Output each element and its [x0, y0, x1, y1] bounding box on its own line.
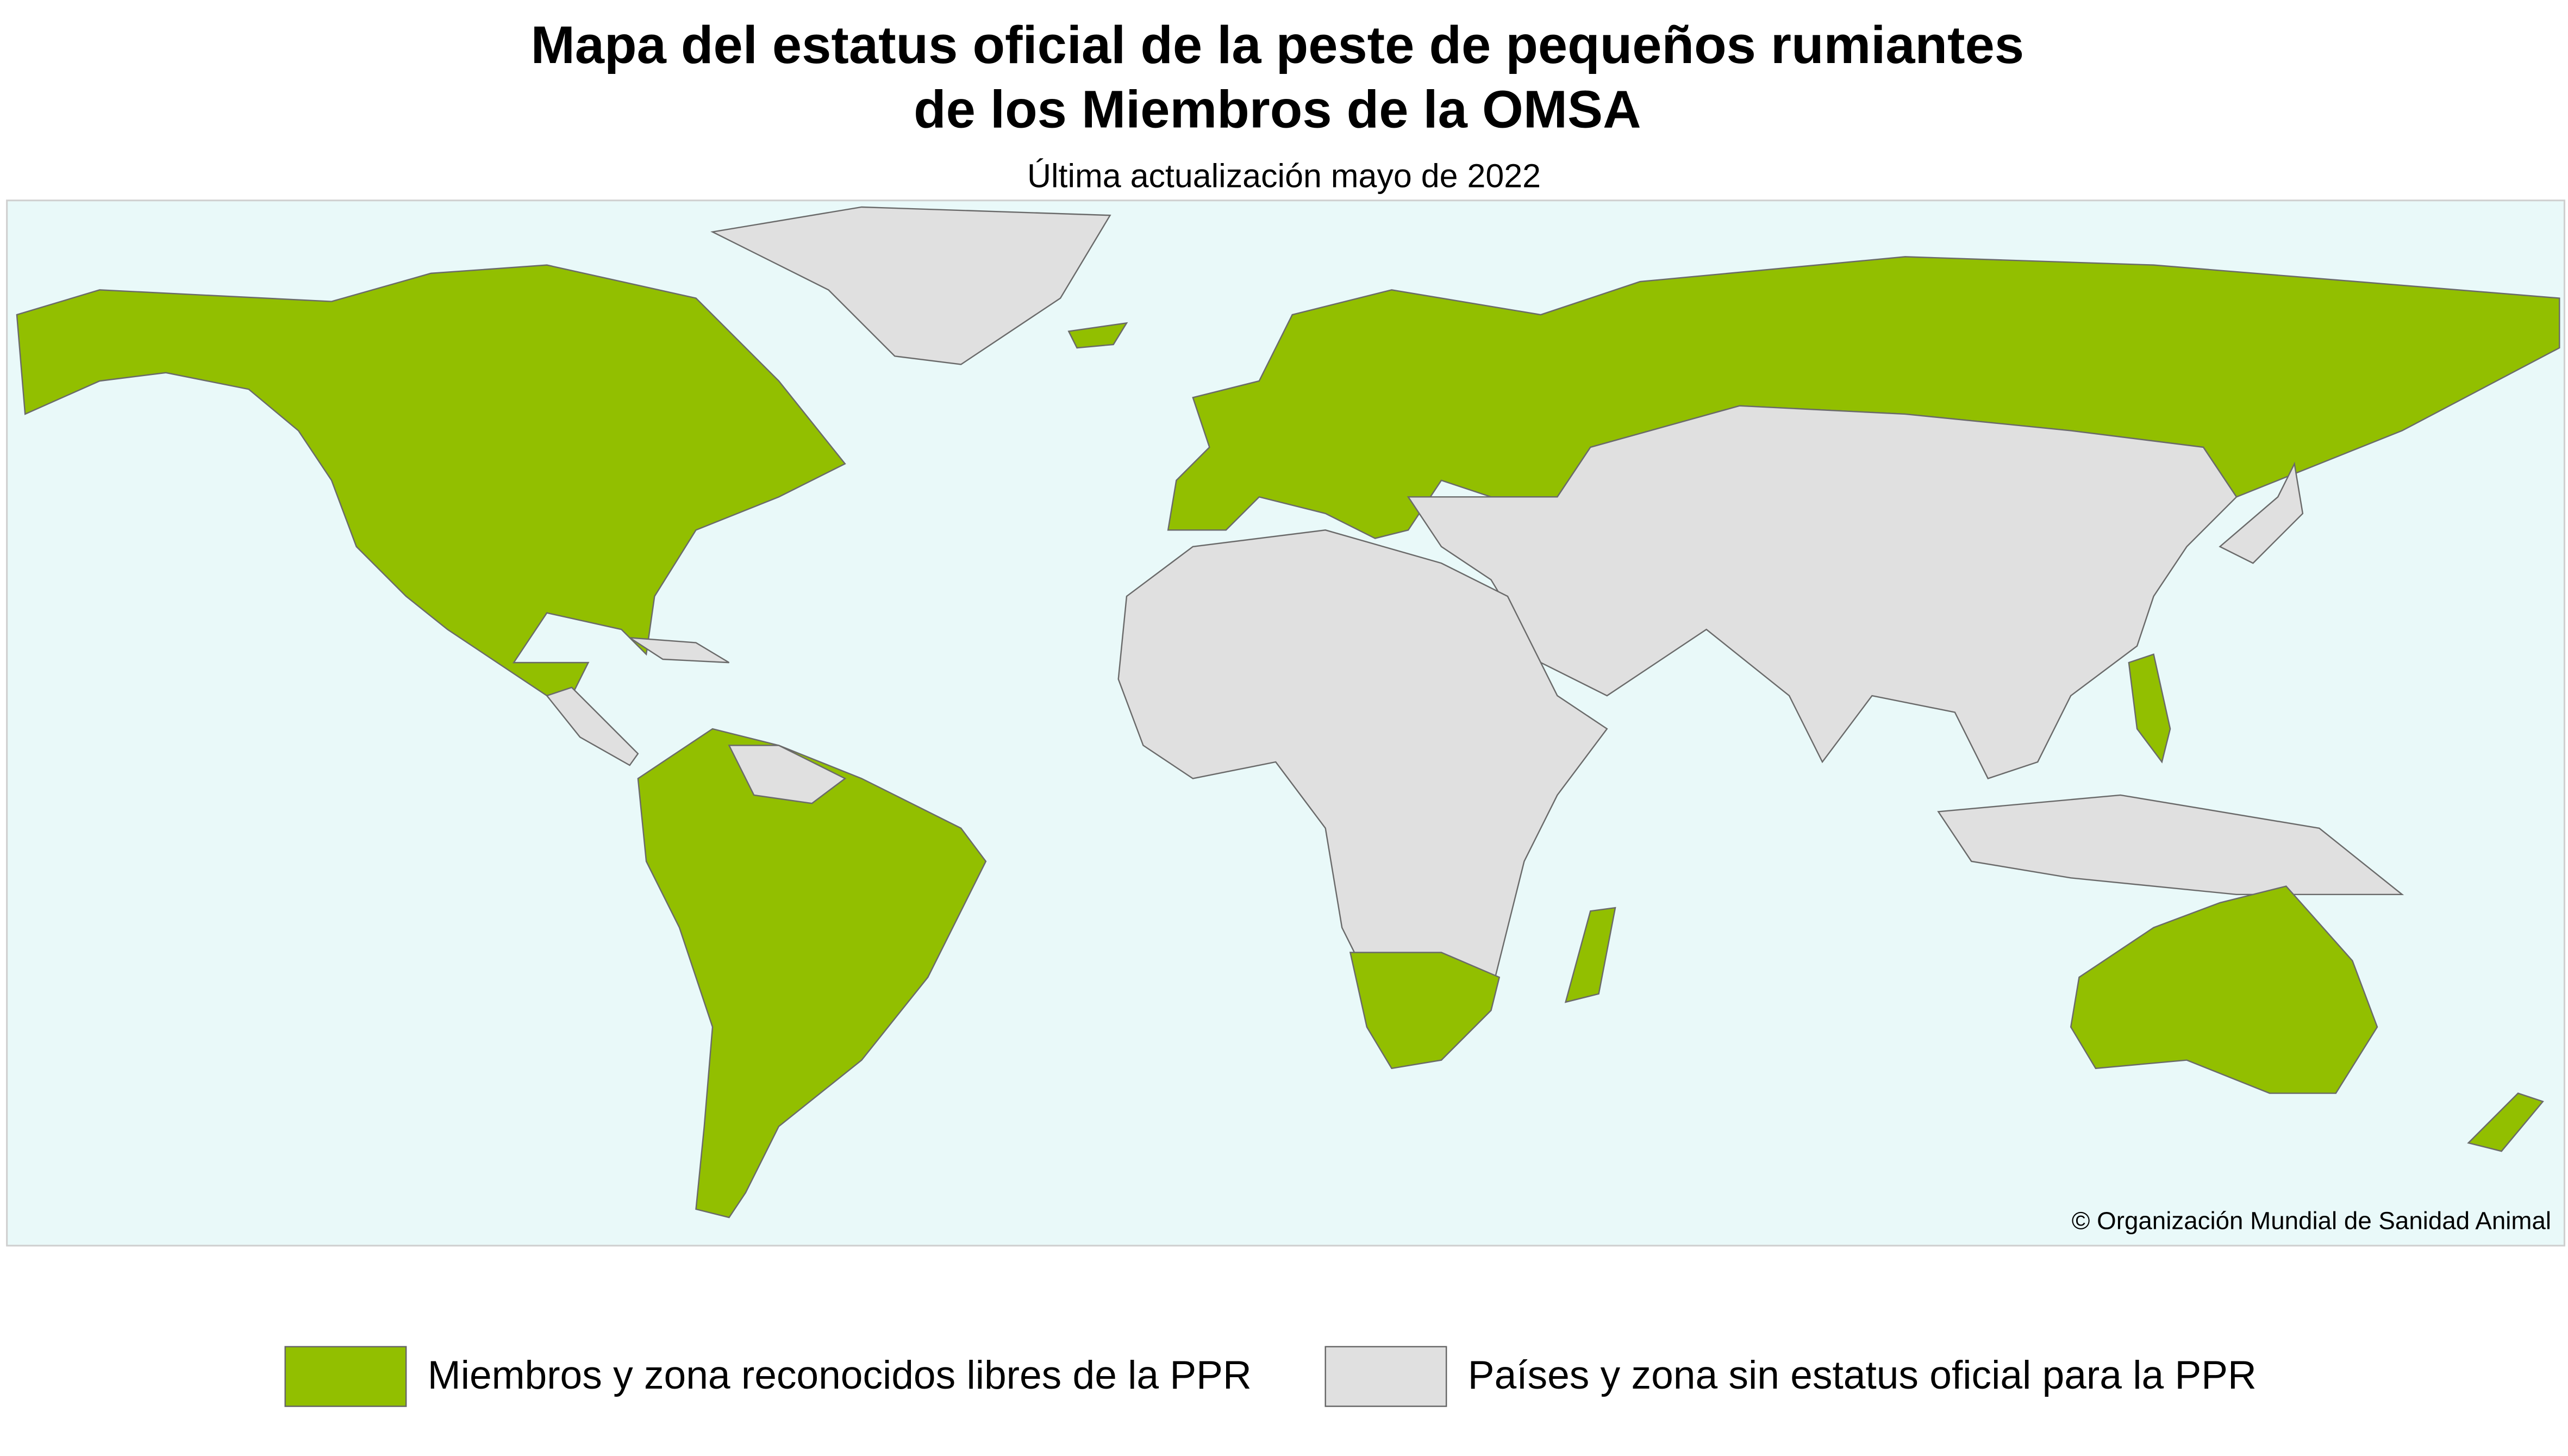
new-zealand — [2467, 1092, 2544, 1152]
philippines — [2128, 653, 2171, 764]
legend-label: Países y zona sin estatus oficial para l… — [1468, 1353, 2257, 1397]
japan — [2219, 461, 2304, 564]
australia — [2070, 885, 2378, 1094]
copyright: © Organización Mundial de Sanidad Animal — [2072, 1207, 2551, 1234]
legend-swatch — [1324, 1346, 1447, 1407]
iceland — [1067, 322, 1128, 349]
title-line: de los Miembros de la OMSA — [914, 80, 1641, 139]
north-america — [16, 264, 846, 697]
southern-africa — [1349, 952, 1501, 1070]
caribbean — [629, 637, 730, 664]
south-america — [637, 728, 987, 1218]
legend-label: Miembros y zona reconocidos libres de la… — [428, 1353, 1252, 1397]
subtitle: Última actualización mayo de 2022 — [1027, 157, 1541, 194]
madagascar — [1564, 907, 1616, 1003]
central-america — [546, 686, 639, 766]
world-map — [16, 206, 2560, 1218]
africa — [1117, 529, 1608, 1028]
title-line: Mapa del estatus oficial de la peste de … — [531, 15, 2024, 74]
guianas — [728, 745, 847, 804]
indonesia — [1937, 794, 2404, 896]
legend-swatch — [284, 1346, 407, 1407]
greenland — [710, 206, 1111, 365]
asia — [1407, 405, 2238, 779]
